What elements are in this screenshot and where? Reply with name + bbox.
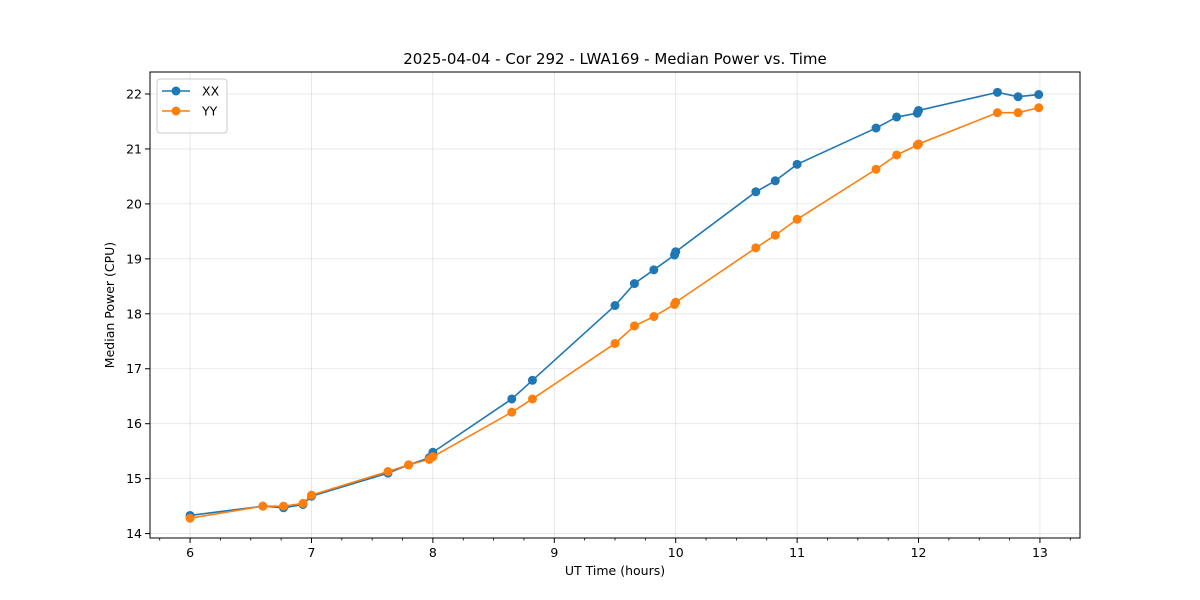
data-point-yy <box>751 243 761 253</box>
data-point-yy <box>507 407 517 417</box>
axis-ticks: 6 7 8 9 10 11 12 13 14 15 16 17 18 19 20 21 22 <box>126 86 1071 560</box>
data-point-xx <box>871 123 881 133</box>
legend-marker <box>171 86 181 96</box>
data-point-xx <box>914 105 924 115</box>
data-point-yy <box>279 501 289 511</box>
data-point-yy <box>629 321 639 331</box>
x-axis-label: UT Time (hours) <box>565 563 665 578</box>
x-tick-label: 13 <box>1032 545 1048 560</box>
data-point-yy <box>298 498 308 508</box>
data-point-xx <box>1034 90 1044 100</box>
x-tick-label: 7 <box>307 545 315 560</box>
y-tick-label: 17 <box>126 361 142 376</box>
data-point-yy <box>992 108 1002 118</box>
data-point-xx <box>770 176 780 186</box>
data-point-xx <box>892 112 902 122</box>
data-point-yy <box>792 214 802 224</box>
data-point-yy <box>404 460 414 470</box>
y-axis-label: Median Power (CPU) <box>102 242 117 368</box>
data-point-yy <box>892 150 902 160</box>
data-point-xx <box>527 375 537 385</box>
data-point-yy <box>428 452 438 462</box>
data-point-yy <box>258 501 268 511</box>
data-point-xx <box>671 247 681 257</box>
x-tick-label: 8 <box>429 545 437 560</box>
y-tick-label: 20 <box>126 196 142 211</box>
x-tick-label: 9 <box>550 545 558 560</box>
legend: XX YY <box>156 78 228 134</box>
y-tick-label: 16 <box>126 416 142 431</box>
legend-label: XX <box>202 84 220 99</box>
series-yy <box>185 103 1044 523</box>
data-point-xx <box>629 279 639 289</box>
legend-item-yy: YY <box>162 104 218 119</box>
data-point-xx <box>649 265 659 275</box>
data-point-yy <box>306 490 316 500</box>
data-point-xx <box>751 187 761 197</box>
series-layer <box>185 87 1044 523</box>
data-point-yy <box>383 467 393 477</box>
data-point-yy <box>185 513 195 523</box>
data-point-yy <box>1013 108 1023 118</box>
x-tick-label: 6 <box>186 545 194 560</box>
data-point-xx <box>992 87 1002 97</box>
data-point-yy <box>671 297 681 307</box>
y-tick-label: 19 <box>126 251 142 266</box>
data-point-xx <box>610 301 620 311</box>
data-point-xx <box>1013 92 1023 102</box>
data-point-yy <box>649 312 659 322</box>
legend-label: YY <box>201 104 218 119</box>
x-tick-label: 12 <box>911 545 927 560</box>
y-tick-label: 18 <box>126 306 142 321</box>
chart-title: 2025-04-04 - Cor 292 - LWA169 - Median P… <box>403 50 827 68</box>
data-point-yy <box>527 394 537 404</box>
legend-marker <box>171 106 181 116</box>
data-point-yy <box>770 230 780 240</box>
data-point-yy <box>610 338 620 348</box>
grid <box>150 72 1080 538</box>
x-tick-label: 10 <box>668 545 684 560</box>
x-tick-label: 11 <box>789 545 805 560</box>
data-point-xx <box>792 159 802 169</box>
data-point-yy <box>871 164 881 174</box>
legend-item-xx: XX <box>162 84 220 99</box>
y-tick-label: 15 <box>126 471 142 486</box>
y-tick-label: 21 <box>126 141 142 156</box>
data-point-yy <box>1034 103 1044 113</box>
data-point-xx <box>507 394 517 404</box>
y-tick-label: 14 <box>126 526 142 541</box>
data-point-yy <box>914 139 924 149</box>
y-tick-label: 22 <box>126 86 142 101</box>
